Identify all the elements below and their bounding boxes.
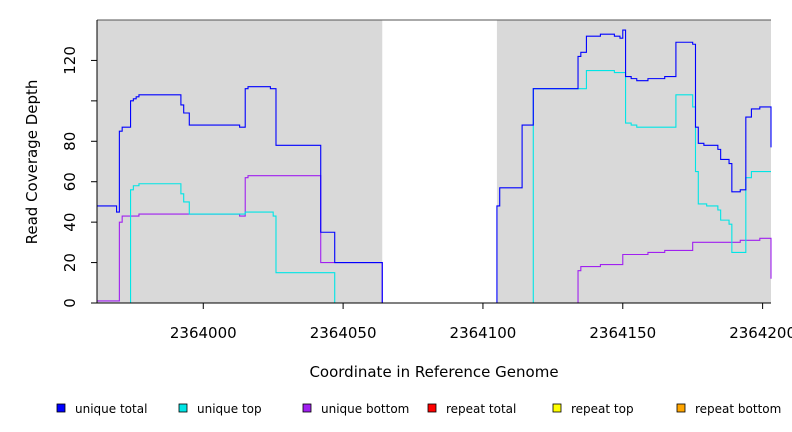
legend-label: repeat total	[446, 402, 516, 416]
legend-swatch	[676, 403, 686, 413]
x-axis-title: Coordinate in Reference Genome	[309, 363, 558, 381]
x-tick-label: 2364150	[589, 324, 656, 342]
y-tick-label: 80	[61, 132, 79, 151]
axes: 0 20 40 60 80 120 2364000 2364050 2364100 2364150…	[61, 19, 792, 342]
covered-region-1	[97, 20, 383, 303]
y-tick-label: 20	[61, 253, 79, 272]
x-tick-label: 2364100	[450, 324, 517, 342]
legend-label: repeat bottom	[695, 402, 781, 416]
x-tick-label: 2364050	[310, 324, 377, 342]
y-tick-label: 0	[61, 298, 79, 308]
legend-label: repeat top	[571, 402, 634, 416]
legend-swatch	[427, 403, 437, 413]
y-tick-label: 60	[61, 172, 79, 191]
y-axis-title: Read Coverage Depth	[23, 80, 41, 245]
y-tick-label: 40	[61, 213, 79, 232]
legend-label: unique bottom	[321, 402, 409, 416]
covered-region-2	[496, 20, 771, 303]
series-line-unique-top	[97, 69, 771, 304]
legend-swatch	[56, 403, 66, 413]
legend-label: unique total	[75, 402, 147, 416]
series-line-unique-total	[97, 29, 772, 304]
legend-swatch	[178, 403, 188, 413]
legend: unique total unique top unique bottom repea…	[56, 402, 781, 416]
legend-swatch	[302, 403, 312, 413]
x-tick-label: 2364200	[729, 324, 792, 342]
y-tick-label: 120	[61, 46, 79, 75]
plot-background	[97, 20, 771, 303]
x-tick-label: 2364000	[170, 324, 237, 342]
series-line-unique-bottom	[97, 175, 772, 304]
legend-label: unique top	[197, 402, 262, 416]
legend-swatch	[552, 403, 562, 413]
